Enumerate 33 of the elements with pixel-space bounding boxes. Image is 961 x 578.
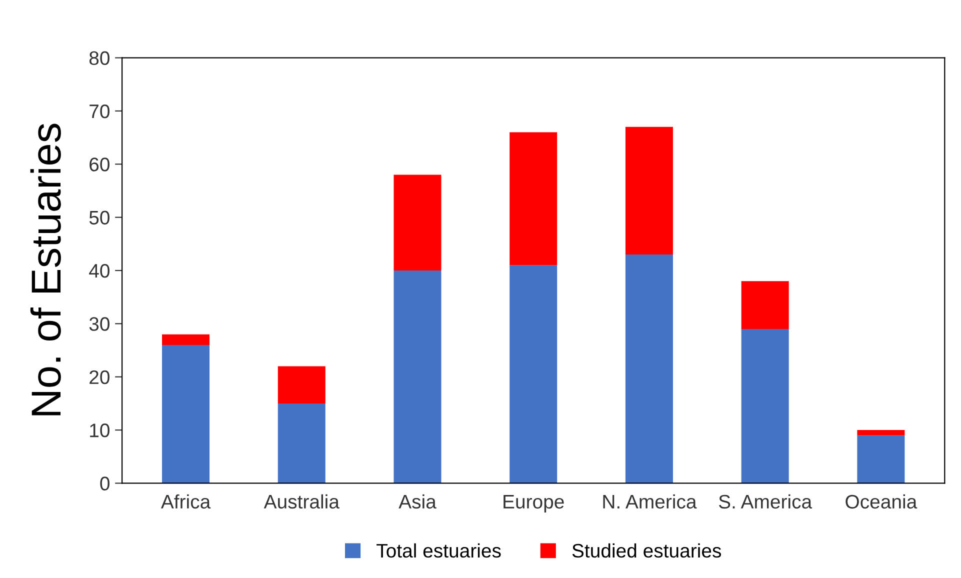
x-tick-label: S. America <box>718 494 812 509</box>
bar <box>510 265 558 484</box>
y-tick-label: 50 <box>89 210 110 225</box>
legend-label: Studied estuaries <box>572 543 722 558</box>
bar <box>510 132 558 266</box>
bar <box>625 254 673 484</box>
bar <box>741 329 789 484</box>
bar <box>278 366 326 404</box>
y-tick-label: 30 <box>89 317 110 331</box>
bar <box>278 403 326 484</box>
y-tick-label: 80 <box>89 51 110 66</box>
y-tick-label: 40 <box>89 264 110 278</box>
x-tick-label: Australia <box>264 494 340 509</box>
bar <box>162 344 210 484</box>
y-tick-label: 70 <box>90 104 110 118</box>
legend-label: Total estuaries <box>376 543 501 558</box>
x-tick-label: N. America <box>603 494 697 509</box>
bar <box>162 334 210 345</box>
x-tick-label: Oceania <box>846 494 918 509</box>
y-axis-title: No. of Estuaries <box>30 124 61 416</box>
bar <box>857 435 905 484</box>
bar <box>394 174 442 271</box>
x-tick-label: Africa <box>160 494 211 509</box>
bar <box>741 281 789 329</box>
y-tick-label: 10 <box>90 424 110 438</box>
x-tick-label: Europe <box>504 495 564 512</box>
y-tick-label: 0 <box>100 476 110 490</box>
bar <box>394 270 442 484</box>
x-tick-label: Asia <box>398 494 436 509</box>
y-tick-label: 60 <box>90 158 110 172</box>
y-tick-label: 20 <box>90 370 110 384</box>
bar <box>857 430 905 436</box>
bar <box>625 126 673 255</box>
